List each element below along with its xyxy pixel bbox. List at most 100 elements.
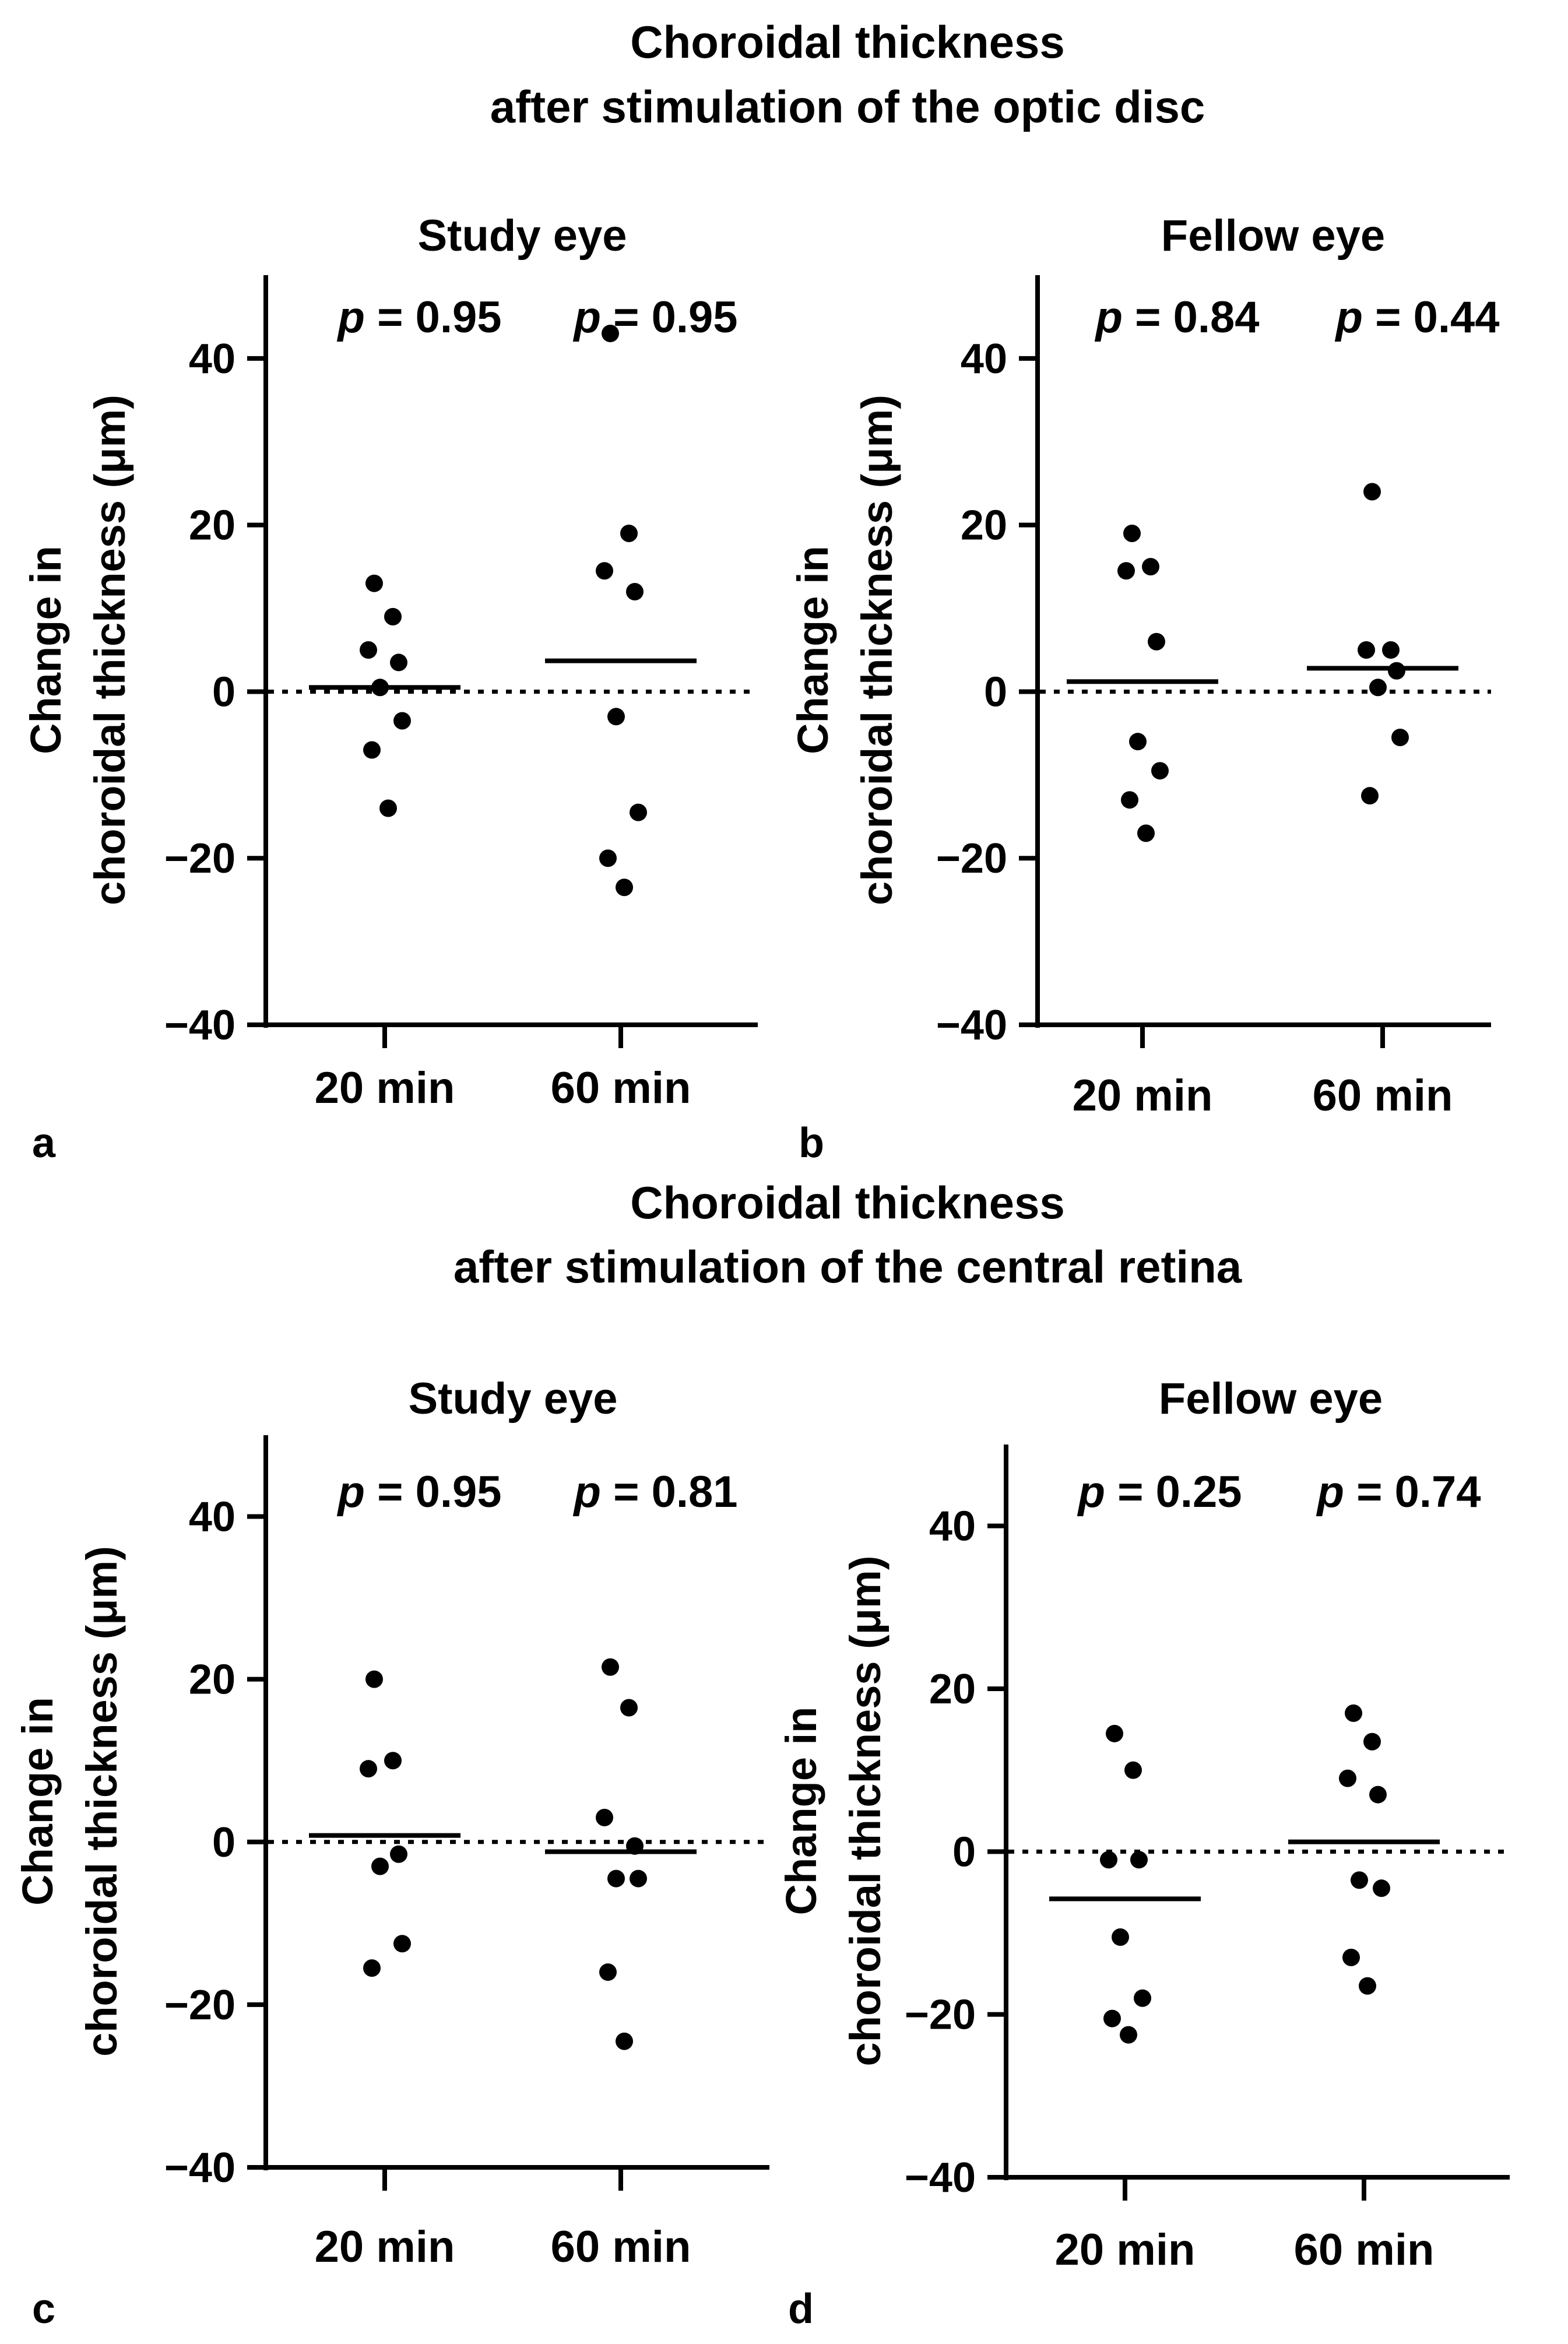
p-value: = 0.95: [365, 293, 502, 342]
data-point: [365, 574, 383, 592]
y-tick-label: 40: [189, 1494, 235, 1541]
panel-label: b: [799, 1120, 824, 1166]
p-symbol: p: [337, 1467, 365, 1517]
data-point: [616, 2032, 633, 2050]
data-point: [360, 641, 377, 659]
x-category-label: 20 min: [1055, 2225, 1196, 2275]
data-point: [596, 562, 613, 580]
data-point: [626, 582, 644, 600]
y-tick-label: 0: [212, 1819, 235, 1866]
data-point: [616, 878, 633, 897]
y-tick-label: −40: [164, 1002, 235, 1049]
data-point: [393, 712, 411, 730]
y-tick-label: 20: [961, 502, 1007, 549]
y-tick-label: −40: [905, 2155, 976, 2201]
y-axis-label-line1: Change in: [789, 546, 837, 754]
data-point: [1137, 824, 1155, 842]
data-point: [1358, 641, 1375, 659]
data-point: [1123, 524, 1141, 542]
y-axis-label-line2: choroidal thickness (μm): [78, 1546, 126, 2057]
p-symbol: p: [337, 293, 365, 342]
panel-title: Fellow eye: [1161, 211, 1385, 261]
data-point: [1106, 1724, 1123, 1742]
data-point: [602, 325, 619, 343]
panel-label: d: [788, 2286, 814, 2332]
p-symbol: p: [1077, 1467, 1105, 1517]
data-point: [384, 1752, 402, 1770]
data-point: [1148, 632, 1165, 651]
p-value: = 0.95: [365, 1467, 502, 1517]
data-point: [1363, 1732, 1381, 1751]
data-point: [360, 1760, 377, 1778]
p-value-label: p = 0.95: [337, 293, 502, 342]
section-1-title-line1: Choroidal thickness: [630, 16, 1065, 68]
p-value: = 0.74: [1344, 1467, 1481, 1517]
y-tick-label: 0: [212, 669, 235, 715]
chart-panel-b: −40 −20 0 20 40 20 min 60 min Fellow eye p = 0.8…: [789, 211, 1499, 1166]
p-value-label: p = 0.95: [337, 1467, 502, 1517]
y-tick-label: 20: [189, 1657, 235, 1703]
y-tick-label: 40: [189, 336, 235, 382]
y-tick-label: 20: [189, 502, 235, 549]
data-point: [1373, 1879, 1390, 1897]
data-point: [599, 849, 617, 867]
p-value: = 0.95: [601, 293, 738, 342]
y-axis-label-line1: Change in: [13, 1697, 62, 1906]
section-2-title-line1: Choroidal thickness: [630, 1177, 1065, 1228]
data-point: [1359, 1977, 1376, 1995]
section-2-title-line2: after stimulation of the central retina: [453, 1241, 1242, 1292]
data-point: [599, 1963, 617, 1981]
data-point: [390, 653, 407, 672]
x-category-label: 60 min: [551, 1063, 691, 1113]
chart-panels: −40 −20 0 20 40 20 min 60 min Study eye p = 0.95…: [13, 211, 1510, 2332]
y-tick-label: −20: [164, 835, 235, 882]
data-point: [1142, 558, 1159, 576]
data-point: [1112, 1928, 1129, 1946]
data-point: [1130, 1851, 1148, 1869]
y-tick-label: 0: [952, 1829, 976, 1875]
data-point: [363, 741, 381, 759]
p-value: = 0.84: [1123, 293, 1260, 342]
chart-panel-d: −40 −20 0 20 40 20 min 60 min Fellow eye p = 0.2…: [777, 1374, 1510, 2332]
p-value-label: p = 0.25: [1077, 1467, 1242, 1517]
x-category-label: 20 min: [315, 2222, 455, 2272]
p-value-label: p = 0.95: [573, 293, 738, 342]
data-point: [602, 1658, 619, 1676]
data-point: [393, 1935, 411, 1953]
data-point: [596, 1808, 613, 1826]
data-point: [1369, 1786, 1387, 1804]
p-value-label: p = 0.81: [573, 1467, 738, 1517]
panel-label: a: [32, 1120, 56, 1166]
y-tick-label: −20: [905, 1992, 976, 2039]
data-point: [1339, 1769, 1356, 1787]
p-value-label: p = 0.74: [1316, 1467, 1481, 1517]
x-category-label: 60 min: [1313, 1071, 1453, 1120]
data-point: [1363, 483, 1381, 501]
data-point: [1134, 1989, 1151, 2007]
p-value-label: p = 0.84: [1095, 293, 1260, 342]
data-point: [620, 524, 638, 542]
data-point: [1351, 1871, 1368, 1889]
data-point: [390, 1845, 407, 1863]
y-tick-label: 20: [929, 1666, 976, 1713]
p-symbol: p: [573, 1467, 601, 1517]
panel-title: Study eye: [408, 1374, 617, 1424]
data-point: [630, 1869, 647, 1888]
y-tick-label: 40: [961, 336, 1007, 382]
p-value: = 0.44: [1363, 293, 1500, 342]
data-point: [1103, 2009, 1121, 2027]
p-value-label: p = 0.44: [1335, 293, 1500, 342]
data-point: [1121, 791, 1138, 809]
x-category-label: 60 min: [1294, 2225, 1435, 2275]
y-axis-label-line2: choroidal thickness (μm): [86, 395, 134, 905]
data-point: [1345, 1704, 1362, 1722]
data-point: [1117, 562, 1135, 580]
p-symbol: p: [1335, 293, 1363, 342]
data-point: [1100, 1851, 1117, 1869]
data-point: [1382, 641, 1400, 659]
y-axis-label-line2: choroidal thickness (μm): [841, 1556, 890, 2067]
y-tick-label: −20: [164, 1982, 235, 2029]
y-tick-label: 40: [929, 1503, 976, 1550]
p-symbol: p: [573, 293, 601, 342]
